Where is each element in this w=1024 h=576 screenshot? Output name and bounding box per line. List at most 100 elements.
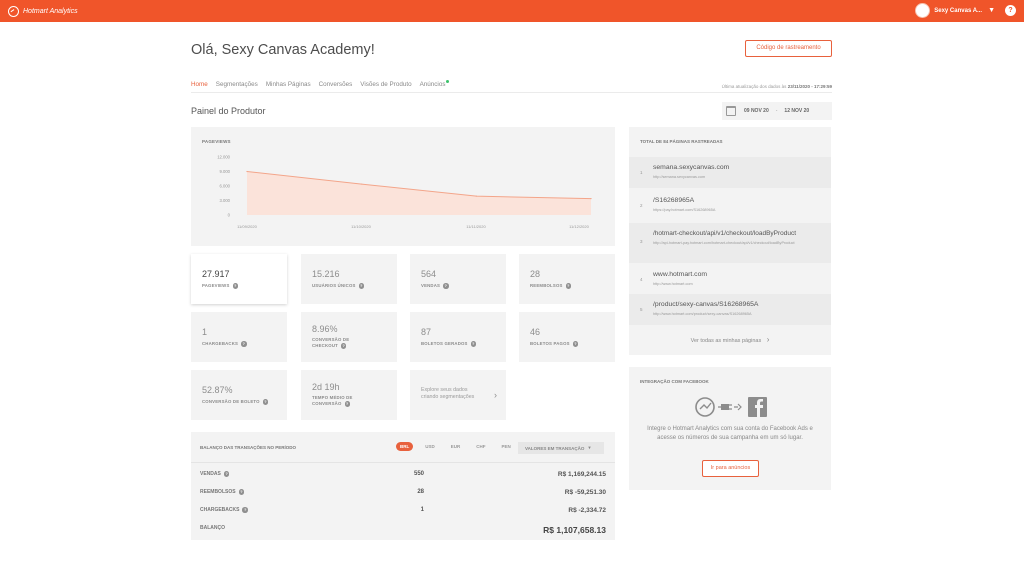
currency-brl[interactable]: BRL xyxy=(396,442,414,451)
calendar-icon[interactable] xyxy=(726,106,736,116)
help-icon[interactable]: ? xyxy=(262,399,269,405)
item-number: 2 xyxy=(640,203,643,208)
help-icon[interactable]: ? xyxy=(232,283,239,289)
data-point xyxy=(246,170,248,173)
list-item[interactable]: 5 /product/sexy-canvas/S16268965A http:/… xyxy=(629,294,831,325)
explore-segmentations-card[interactable]: Explore seus dados criando segmentações › xyxy=(410,370,506,420)
tab-conversoes[interactable]: Conversões xyxy=(318,81,353,88)
y-tick-label: 12.000 xyxy=(217,155,230,160)
page-name: /S16268965A xyxy=(653,197,695,204)
date-to[interactable]: 12 NOV 20 xyxy=(784,108,810,114)
chevron-down-icon: ▾ xyxy=(588,445,591,450)
page-name: /hotmart-checkout/api/v1/checkout/loadBy… xyxy=(653,230,797,237)
help-icon[interactable]: ? xyxy=(443,283,449,289)
tab-segmentacoes[interactable]: Segmentações xyxy=(215,81,258,88)
metric-label: USUÁRIOS ÚNICOS? xyxy=(312,283,365,289)
row-label: CHARGEBACKS xyxy=(200,507,240,514)
item-number: 5 xyxy=(640,307,643,312)
metric-boletos-gerados[interactable]: 87 BOLETOS GERADOS? xyxy=(410,312,506,362)
page-url: http://semana.sexycanvas.com xyxy=(653,175,706,179)
help-icon[interactable]: ? xyxy=(572,341,579,347)
pageviews-chart: 12.000 9.000 6.000 3.000 0 11/09/2020 11/10/20… xyxy=(217,155,592,229)
help-icon[interactable]: ? xyxy=(470,341,477,347)
caret-down-icon[interactable]: ▼ xyxy=(988,7,995,14)
go-to-ads-button[interactable]: Ir para anúncios xyxy=(702,460,759,477)
explore-text: Explore seus dados criando segmentações xyxy=(421,387,475,400)
values-select[interactable]: VALORES EM TRANSAÇÃO ▾ xyxy=(518,442,604,454)
metric-boletos-pagos[interactable]: 46 BOLETOS PAGOS? xyxy=(519,312,615,362)
tab-anuncios[interactable]: Anúncios xyxy=(419,80,450,93)
item-number: 3 xyxy=(640,239,643,244)
app-name: Hotmart Analytics xyxy=(23,7,78,15)
currency-eur[interactable]: EUR xyxy=(450,444,461,449)
help-icon[interactable]: ? xyxy=(241,341,247,347)
metric-label: CONVERSÃO DE BOLETO? xyxy=(202,399,269,405)
tab-visoes-de-produto[interactable]: Visões de Produto xyxy=(360,81,412,88)
metric-conversao-boleto[interactable]: 52.87% CONVERSÃO DE BOLETO? xyxy=(191,370,287,420)
metric-value: 15.216 xyxy=(312,269,340,279)
metric-value: 8.96% xyxy=(312,324,338,334)
page-name: www.hotmart.com xyxy=(653,271,708,278)
metric-value: 564 xyxy=(421,269,437,279)
metric-label: PAGEVIEWS? xyxy=(202,283,239,289)
list-item[interactable]: 1 semana.sexycanvas.com http://semana.se… xyxy=(629,157,831,188)
chart-title: PAGEVIEWS xyxy=(202,139,231,144)
metric-label: BOLETOS PAGOS? xyxy=(530,341,579,347)
user-menu[interactable]: Sexy Canvas A... ▼ ? xyxy=(915,3,1016,18)
metric-conversao-checkout[interactable]: 8.96% CONVERSÃO DE CHECKOUT? xyxy=(301,312,397,362)
row-count: 550 xyxy=(413,471,424,477)
tab-anuncios-label: Anúncios xyxy=(419,81,446,88)
metric-chargebacks[interactable]: 1 CHARGEBACKS? xyxy=(191,312,287,362)
tracking-code-button[interactable]: Código de rastreamento xyxy=(745,40,832,57)
page-url: http://api-hotmart-pay.hotmart.com/hotma… xyxy=(653,241,795,245)
currency-chf[interactable]: CHF xyxy=(476,444,486,449)
metric-tempo-medio[interactable]: 2d 19h TEMPO MÉDIO DE CONVERSÃO? xyxy=(301,370,397,420)
y-tick-label: 6.000 xyxy=(220,184,231,189)
help-icon[interactable]: ? xyxy=(358,283,365,289)
metric-label: VENDAS? xyxy=(421,283,449,289)
row-count: 1 xyxy=(420,507,424,513)
row-amount: R$ -59,251.30 xyxy=(564,489,606,496)
metric-value: 46 xyxy=(530,327,541,337)
row-count: 28 xyxy=(417,489,424,495)
date-range-picker[interactable]: 09 NOV 20 - 12 NOV 20 xyxy=(722,102,832,120)
help-icon[interactable]: ? xyxy=(565,283,572,289)
page-title: Olá, Sexy Canvas Academy! xyxy=(191,42,375,58)
help-icon[interactable]: ? xyxy=(1005,5,1016,16)
tab-minhas-paginas[interactable]: Minhas Páginas xyxy=(265,81,311,88)
currency-pen[interactable]: PEN xyxy=(501,444,511,449)
list-item[interactable]: 2 /S16268965A https://pay.hotmart.com/S1… xyxy=(629,190,831,221)
see-all-label: Ver todas as minhas páginas xyxy=(690,338,762,344)
data-point xyxy=(475,195,477,197)
balance-row-total: BALANÇO R$ 1,107,658.13 xyxy=(200,525,606,535)
metric-reembolsos[interactable]: 28 REEMBOLSOS? xyxy=(519,254,615,304)
chevron-right-icon: › xyxy=(766,335,770,344)
balance-row-chargebacks: CHARGEBACKS? 1 R$ -2,334.72 xyxy=(200,507,606,514)
balance-row-reembolsos: REEMBOLSOS? 28 R$ -59,251.30 xyxy=(200,489,606,496)
help-icon[interactable]: ? xyxy=(242,507,248,513)
see-all-pages-link[interactable]: Ver todas as minhas páginas › xyxy=(629,335,831,344)
metric-value: 2d 19h xyxy=(312,382,340,392)
app-brand[interactable]: Hotmart Analytics xyxy=(8,5,78,17)
metric-vendas[interactable]: 564 VENDAS? xyxy=(410,254,506,304)
facebook-title: INTEGRAÇÃO COM FACEBOOK xyxy=(640,379,709,384)
new-badge-dot xyxy=(446,80,450,83)
help-icon[interactable]: ? xyxy=(223,471,230,477)
date-separator: - xyxy=(775,108,778,114)
list-item[interactable]: 3 /hotmart-checkout/api/v1/checkout/load… xyxy=(629,223,831,263)
help-icon[interactable]: ? xyxy=(340,343,347,349)
currency-selector: BRL USD EUR CHF PEN xyxy=(396,442,523,451)
x-tick-label: 11/10/2020 xyxy=(351,224,371,229)
page-url: http://www.hotmart.com xyxy=(653,282,693,286)
help-icon[interactable]: ? xyxy=(238,489,245,495)
pageviews-chart-card: PAGEVIEWS 12.000 9.000 6.000 3.000 0 11/09/20… xyxy=(191,127,615,246)
chevron-right-icon: › xyxy=(494,390,497,400)
metric-label: TEMPO MÉDIO DE CONVERSÃO? xyxy=(312,395,353,407)
list-item[interactable]: 4 www.hotmart.com http://www.hotmart.com xyxy=(629,264,831,295)
help-icon[interactable]: ? xyxy=(344,401,350,407)
metric-usuarios-unicos[interactable]: 15.216 USUÁRIOS ÚNICOS? xyxy=(301,254,397,304)
date-from[interactable]: 09 NOV 20 xyxy=(744,108,769,114)
metric-pageviews[interactable]: 27.917 PAGEVIEWS? xyxy=(191,254,287,304)
series-line xyxy=(246,171,592,200)
currency-usd[interactable]: USD xyxy=(425,444,435,449)
